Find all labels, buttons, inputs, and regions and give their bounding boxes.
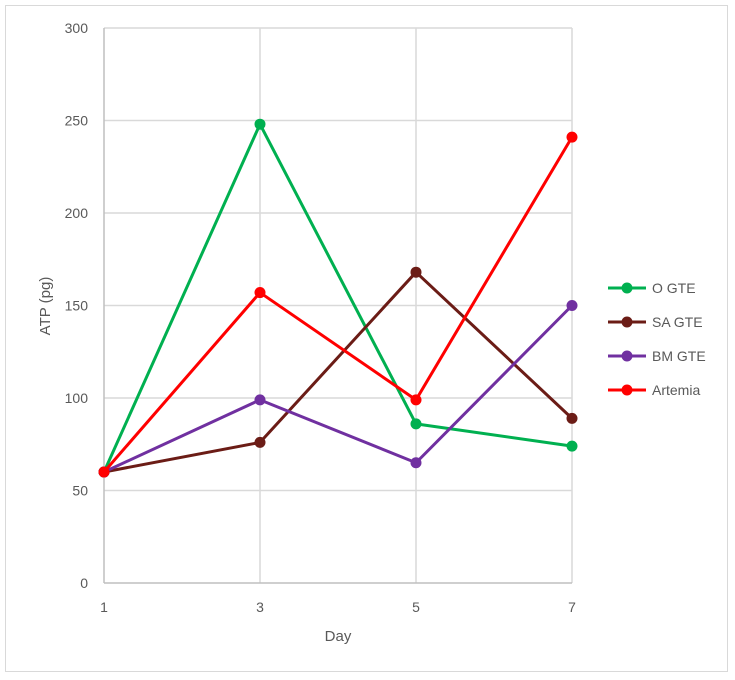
- legend-item-o-gte: O GTE: [608, 280, 696, 296]
- legend-swatch-marker: [621, 316, 633, 328]
- data-point-o-gte: [410, 418, 422, 430]
- legend-label: O GTE: [652, 280, 696, 296]
- data-point-artemia: [566, 131, 578, 143]
- x-axis-title: Day: [325, 628, 352, 645]
- series-o-gte: [98, 118, 578, 478]
- data-point-artemia: [410, 394, 422, 406]
- series-artemia: [98, 131, 578, 478]
- series-line-o-gte: [102, 122, 573, 473]
- grid-lines: [104, 27, 573, 583]
- data-point-bm-gte: [410, 457, 422, 469]
- y-axis-title: ATP (pg): [37, 277, 54, 336]
- data-point-o-gte: [566, 440, 578, 452]
- x-tick-label: 7: [568, 599, 576, 615]
- legend-item-artemia: Artemia: [608, 382, 700, 398]
- legend-item-bm-gte: BM GTE: [608, 348, 706, 364]
- series-lines: [98, 118, 578, 478]
- series-line-artemia: [102, 136, 574, 473]
- legend-item-sa-gte: SA GTE: [608, 314, 703, 330]
- legend-label: SA GTE: [652, 314, 703, 330]
- chart-frame: [5, 5, 728, 672]
- data-point-bm-gte: [566, 300, 578, 311]
- data-point-o-gte: [254, 118, 266, 130]
- legend-swatch-marker: [621, 384, 633, 396]
- data-point-sa-gte: [254, 436, 266, 448]
- legend-label: BM GTE: [652, 348, 706, 364]
- y-tick-label: 50: [72, 483, 88, 499]
- x-tick-label: 3: [256, 599, 264, 615]
- data-point-bm-gte: [254, 394, 266, 406]
- y-tick-label: 250: [65, 113, 89, 129]
- data-point-sa-gte: [410, 266, 422, 278]
- y-tick-label: 100: [65, 390, 89, 406]
- legend-swatch-marker: [621, 350, 633, 362]
- series-line-sa-gte: [103, 270, 574, 474]
- x-tick-label: 5: [412, 599, 420, 615]
- data-point-artemia: [254, 287, 266, 299]
- legend: O GTE SA GTE BM GTE Artemia: [608, 280, 706, 398]
- y-tick-label: 150: [65, 298, 89, 314]
- series-line-bm-gte: [103, 304, 574, 474]
- legend-swatch-marker: [621, 282, 633, 294]
- x-tick-label: 1: [100, 599, 108, 615]
- y-tick-label: 0: [80, 575, 88, 591]
- legend-label: Artemia: [652, 382, 700, 398]
- y-tick-label: 300: [65, 20, 89, 36]
- y-tick-label: 200: [65, 205, 89, 221]
- data-point-sa-gte: [566, 412, 578, 424]
- axes: 0 50 100 150 200 250 300 1 3 5 7: [65, 20, 576, 615]
- data-point-artemia: [98, 466, 110, 478]
